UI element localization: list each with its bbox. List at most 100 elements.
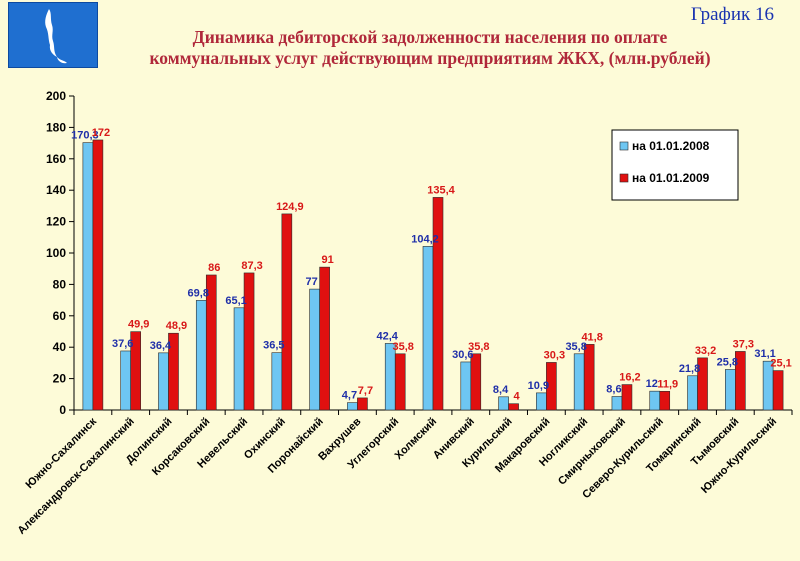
bar-2009 [508,403,519,411]
y-tick-label: 200 [46,89,66,103]
data-label-2009: 33,2 [695,345,716,357]
bar-2008 [309,288,320,411]
bar-2008 [233,307,245,411]
data-label-2008: 42,4 [376,330,398,342]
bar-2009 [243,272,255,411]
bar-2009 [546,362,557,411]
bar-2008 [195,300,207,411]
data-label-2008: 37,6 [112,338,133,350]
bar-2008 [536,392,547,411]
sakhalin-logo [8,2,98,68]
y-tick-label: 180 [46,120,66,134]
bar-2008 [460,361,472,411]
legend-swatch [619,141,629,151]
data-label-2008: 25,8 [717,356,738,368]
data-label-2009: 16,2 [619,372,640,384]
bar-2008 [384,343,396,411]
data-label-2009: 135,4 [427,184,455,196]
bar-2009 [281,213,293,411]
bar-2009 [394,353,406,411]
y-tick-label: 80 [53,277,67,291]
bar-2009 [470,353,482,411]
chart-title-line2: коммунальных услуг действующим предприят… [149,48,711,68]
bar-2009 [130,331,141,411]
bar-2009 [621,384,633,411]
bar-2008 [611,396,623,411]
bar-2008 [422,246,434,411]
bar-2009 [583,344,595,411]
y-tick-label: 0 [59,403,66,417]
category-label: Смирныховский [556,416,628,488]
data-label-2008: 12 [646,378,658,390]
data-label-2008: 31,1 [754,348,775,360]
y-tick-label: 140 [46,183,66,197]
data-label-2008: 69,8 [188,287,209,299]
data-label-2009: 91 [322,254,334,266]
chart-title-line1: Динамика дебиторской задолженности насел… [192,27,668,47]
data-label-2009: 86 [208,262,220,274]
data-label-2009: 172 [92,127,110,139]
bar-2008 [158,352,169,411]
data-label-2008: 104,2 [411,233,439,245]
data-label-2009: 48,9 [166,320,187,332]
data-label-2009: 11,9 [657,378,678,390]
data-label-2009: 124,9 [276,201,304,213]
bar-2008 [498,396,509,411]
data-label-2008: 36,4 [150,340,172,352]
data-label-2009: 7,7 [358,385,373,397]
y-tick-label: 20 [53,372,67,386]
legend-entry: на 01.01.2008 [632,139,710,153]
y-tick-label: 160 [46,152,66,166]
bar-2009 [92,139,104,411]
bar-2008 [573,353,585,411]
data-label-2009: 41,8 [581,331,602,343]
bar-2009 [168,332,179,411]
data-label-2009: 49,9 [128,319,149,331]
graph-number: График 16 [690,4,774,25]
category-label: Южно-Курильский [699,416,779,496]
legend-entry: на 01.01.2009 [632,171,710,185]
y-tick-label: 120 [46,215,66,229]
bar-2009 [357,397,368,411]
bar-2009 [735,351,746,411]
data-label-2008: 36,5 [263,340,284,352]
bar-2009 [205,274,217,411]
bar-2008 [687,375,698,411]
y-tick-label: 40 [53,340,67,354]
bar-2008 [725,369,736,411]
data-label-2009: 87,3 [241,260,262,272]
bar-2009 [432,197,444,411]
sakhalin-island-icon [45,9,67,64]
data-label-2008: 10,9 [528,380,549,392]
data-label-2009: 25,1 [770,358,791,370]
data-label-2009: 37,3 [733,338,754,350]
bar-2008 [347,402,358,411]
bar-2009 [772,370,784,411]
chart-title: Динамика дебиторской задолженности насел… [100,27,760,69]
data-label-2009: 35,8 [392,341,413,353]
category-label: Южно-Сахалинск [24,415,100,491]
legend-box [611,129,739,201]
bar-2009 [697,357,708,411]
bar-2009 [319,266,330,411]
bar-2008 [120,350,131,411]
data-label-2008: 8,6 [606,383,621,395]
data-label-2008: 4,7 [342,390,357,402]
data-label-2009: 35,8 [468,341,489,353]
data-label-2008: 65,1 [225,295,246,307]
data-label-2008: 21,8 [679,363,700,375]
bar-2008 [82,142,94,411]
legend-swatch [619,173,629,183]
data-label-2009: 30,3 [544,349,565,361]
bar-2009 [659,391,671,411]
data-label-2009: 4 [514,391,521,403]
data-label-2008: 30,6 [452,349,473,361]
y-tick-label: 60 [53,309,67,323]
y-tick-label: 100 [46,246,66,260]
data-label-2008: 170,3 [71,130,99,142]
data-label-2008: 8,4 [493,384,509,396]
data-label-2008: 77 [306,276,318,288]
bar-2008 [271,352,283,411]
bar-2008 [649,390,661,411]
